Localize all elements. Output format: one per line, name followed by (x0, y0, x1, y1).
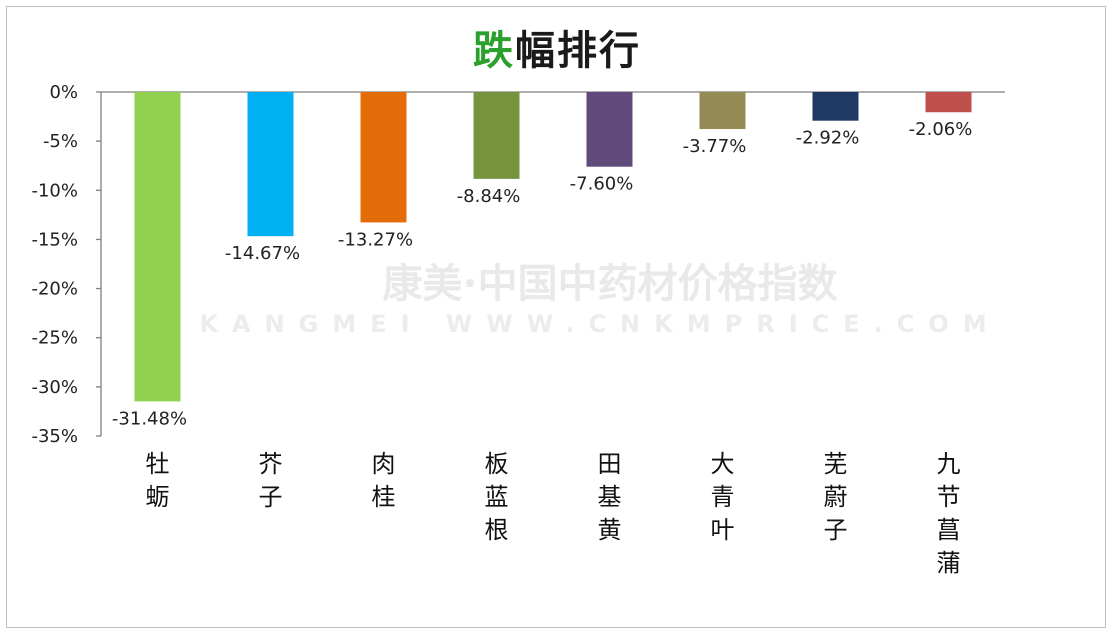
chart-title-rest: 幅排行 (515, 28, 641, 74)
data-label-4: -7.60% (570, 174, 634, 195)
chart-title-highlight: 跌 (473, 28, 515, 74)
y-tick-label: -15% (31, 229, 78, 250)
y-tick-label: -10% (31, 180, 78, 201)
chart-frame (6, 6, 1106, 628)
category-label-1: 芥子 (259, 450, 283, 511)
y-axis: 0% -5% -10% -15% -20% -25% -30% -35% (31, 82, 1005, 447)
category-label-3: 板蓝根 (485, 450, 509, 544)
data-label-0: -31.48% (112, 408, 187, 429)
chart-title: 跌幅排行 (0, 18, 1114, 76)
bar-2 (360, 92, 407, 223)
category-labels: 牡蛎 芥子 肉桂 板蓝根 田基黄 大青叶 芜蔚子 九节菖蒲 (146, 450, 961, 577)
y-tick-label: -35% (31, 426, 78, 447)
data-label-6: -2.92% (796, 128, 860, 149)
y-tick-label: -30% (31, 377, 78, 398)
watermark-line2: KANGMEI WWW.CNKMPRICE.COM (199, 310, 1000, 338)
bar-1 (247, 92, 294, 237)
bars (134, 92, 972, 402)
data-label-7: -2.06% (909, 119, 973, 140)
watermark: 康美·中国中药材价格指数 KANGMEI WWW.CNKMPRICE.COM (199, 261, 1000, 338)
data-label-3: -8.84% (457, 186, 521, 207)
y-tick-label: -5% (43, 131, 78, 152)
category-label-2: 肉桂 (372, 450, 396, 511)
y-tick-label: -20% (31, 279, 78, 300)
y-tick-label: -25% (31, 328, 78, 349)
bar-6 (812, 92, 859, 121)
bar-7 (925, 92, 972, 113)
bar-0 (134, 92, 181, 402)
category-label-4: 田基黄 (598, 450, 622, 544)
category-label-7: 九节菖蒲 (937, 450, 961, 577)
bar-4 (586, 92, 633, 167)
data-label-2: -13.27% (338, 229, 413, 250)
y-tick-label: 0% (49, 82, 78, 103)
category-label-0: 牡蛎 (146, 450, 170, 511)
category-label-6: 芜蔚子 (824, 450, 848, 544)
bar-5 (699, 92, 746, 130)
bar-3 (473, 92, 520, 179)
category-label-5: 大青叶 (711, 450, 735, 544)
data-label-5: -3.77% (683, 136, 747, 157)
watermark-line1: 康美·中国中药材价格指数 (382, 261, 837, 307)
data-labels: -31.48% -14.67% -13.27% -8.84% -7.60% -3.77% -… (112, 119, 972, 429)
data-label-1: -14.67% (225, 243, 300, 264)
